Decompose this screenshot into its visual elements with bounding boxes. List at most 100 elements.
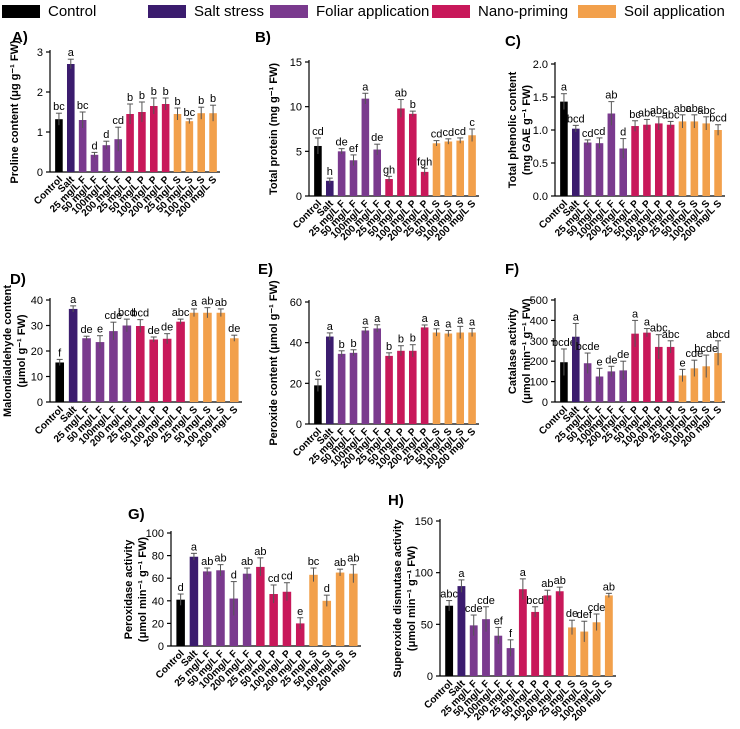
significance-letter: cd xyxy=(112,115,124,127)
y-tick-label: 60 xyxy=(152,573,164,585)
bar xyxy=(102,145,111,172)
significance-letter: a xyxy=(458,568,465,580)
bar xyxy=(494,635,503,676)
bar xyxy=(607,371,616,402)
significance-letter: ab xyxy=(603,581,615,593)
y-tick-label: 10 xyxy=(31,372,43,384)
significance-letter: a xyxy=(433,317,440,329)
significance-letter: abc xyxy=(650,105,668,117)
legend-item: Soil application xyxy=(578,3,725,20)
bar xyxy=(68,308,78,402)
significance-letter: ab xyxy=(201,296,213,308)
bar xyxy=(468,332,476,424)
significance-letter: a xyxy=(191,541,198,553)
bar xyxy=(176,321,185,402)
y-axis-title: (μmol min⁻¹ g⁻¹ FW) xyxy=(137,537,149,642)
legend-item: Control xyxy=(2,3,96,20)
significance-letter: a xyxy=(644,317,651,329)
y-tick-label: 400 xyxy=(530,315,548,327)
bar xyxy=(361,98,370,196)
bar xyxy=(109,331,118,402)
significance-letter: de xyxy=(80,324,92,336)
significance-letter: ab xyxy=(554,575,566,587)
bar xyxy=(457,586,466,676)
bar xyxy=(568,627,576,676)
panel-label: E) xyxy=(258,261,273,278)
significance-letter: abc xyxy=(650,323,668,335)
significance-letter: b xyxy=(410,333,416,345)
bar xyxy=(349,573,358,646)
bar xyxy=(678,375,687,402)
bar xyxy=(295,623,305,646)
bar xyxy=(203,312,212,402)
significance-letter: bcde xyxy=(552,337,576,349)
significance-letter: bc xyxy=(53,101,65,113)
legend-label: Soil application xyxy=(624,3,725,20)
significance-letter: c xyxy=(469,117,475,129)
bar xyxy=(420,171,429,196)
bar xyxy=(173,114,182,172)
y-tick-label: 0 xyxy=(542,397,548,409)
bar xyxy=(337,151,346,196)
significance-letter: bc xyxy=(184,107,196,119)
significance-letter: cd xyxy=(454,126,466,138)
significance-letter: bcde xyxy=(576,341,600,353)
bar xyxy=(595,376,604,402)
y-axis-title: (mg GAE g⁻¹ FW) xyxy=(521,85,533,175)
bar xyxy=(216,312,226,402)
significance-letter: cde xyxy=(465,603,483,615)
significance-letter: abc xyxy=(172,307,190,319)
significance-letter: a xyxy=(70,294,77,306)
significance-letter: de xyxy=(148,325,160,337)
legend-swatch xyxy=(578,5,616,18)
y-tick-label: 100 xyxy=(530,377,548,389)
y-tick-label: 15 xyxy=(290,57,302,69)
significance-letter: a xyxy=(561,82,568,94)
bar xyxy=(432,332,441,424)
y-tick-label: 2.0 xyxy=(533,59,548,71)
significance-letter: cde xyxy=(477,595,495,607)
bar xyxy=(702,123,711,196)
bar xyxy=(216,570,225,646)
y-tick-label: 5 xyxy=(296,146,302,158)
bar xyxy=(432,143,441,196)
significance-letter: ab xyxy=(395,88,407,100)
legend-item: Foliar application xyxy=(270,3,429,20)
significance-letter: fgh xyxy=(417,156,432,168)
significance-letter: a xyxy=(457,314,464,326)
significance-letter: a xyxy=(362,315,369,327)
bar xyxy=(138,112,146,172)
bar xyxy=(543,595,552,676)
significance-letter: de xyxy=(228,323,240,335)
significance-letter: de xyxy=(161,322,173,334)
significance-letter: d xyxy=(324,583,330,595)
bar xyxy=(666,124,675,196)
y-axis-title: Peroxide content (μmol g⁻¹ FW) xyxy=(268,280,280,446)
bar xyxy=(690,368,699,402)
legend-item: Salt stress xyxy=(148,3,264,20)
bar xyxy=(149,106,158,172)
bar xyxy=(229,598,239,646)
bar xyxy=(209,113,217,172)
significance-letter: abc xyxy=(674,103,692,115)
bar xyxy=(82,338,91,402)
panel-label: B) xyxy=(255,29,271,46)
y-axis-title: Proline content (μg g⁻¹ FW) xyxy=(9,40,21,184)
significance-letter: de xyxy=(566,608,578,620)
legend-swatch xyxy=(2,5,40,18)
y-tick-label: 40 xyxy=(31,295,43,307)
bar xyxy=(456,332,465,424)
significance-letter: ab xyxy=(201,556,213,568)
bar xyxy=(607,113,616,196)
bar xyxy=(373,328,382,424)
significance-letter: cd xyxy=(582,128,594,140)
y-tick-label: 0 xyxy=(296,419,302,431)
significance-letter: de xyxy=(336,137,348,149)
y-tick-label: 10 xyxy=(290,102,302,114)
bar xyxy=(282,591,292,646)
significance-letter: gh xyxy=(383,164,395,176)
bar xyxy=(619,370,628,402)
bar xyxy=(666,346,675,402)
significance-letter: cde xyxy=(685,348,703,360)
